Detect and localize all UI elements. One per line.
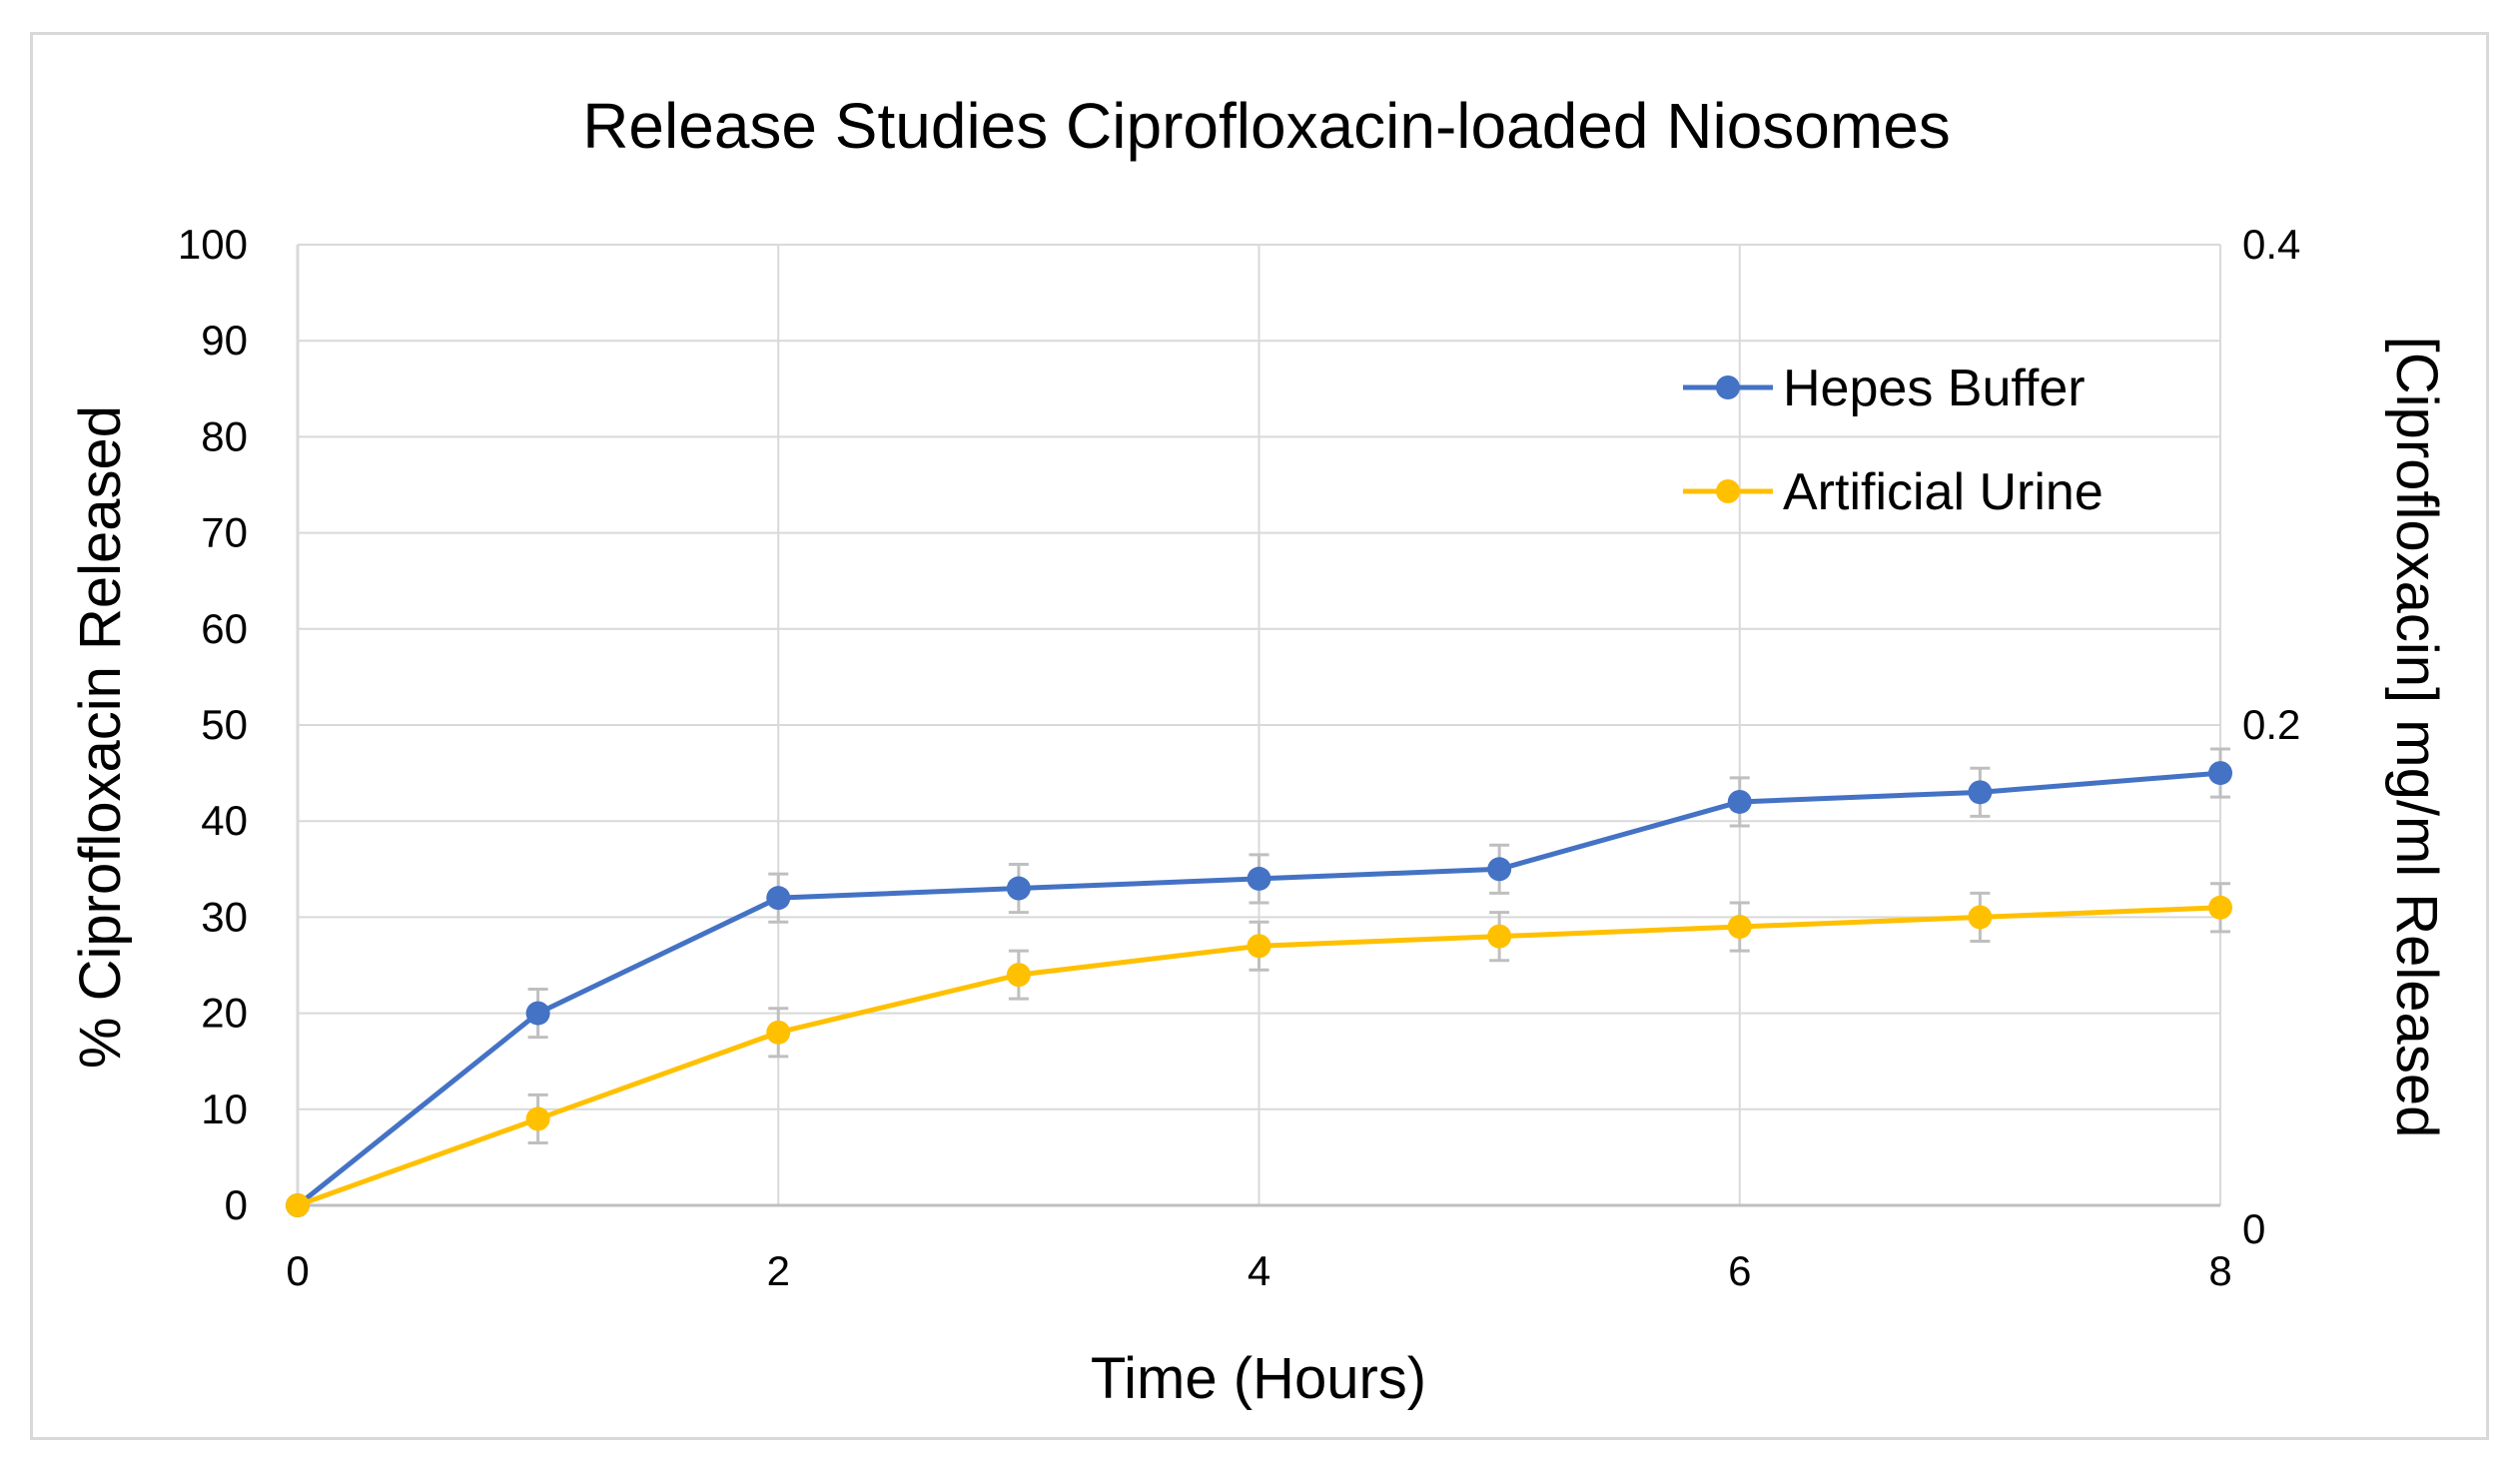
x-tick-label: 0 (286, 1247, 309, 1294)
data-point (1727, 915, 1752, 940)
x-tick-label: 4 (1248, 1247, 1270, 1294)
legend-label: Hepes Buffer (1783, 360, 2086, 417)
data-point (1006, 963, 1031, 988)
y-tick-label: 50 (201, 701, 248, 748)
y2-tick-label: 0 (2242, 1205, 2265, 1252)
legend-label: Artificial Urine (1783, 463, 2103, 521)
legend-marker (1716, 375, 1740, 399)
data-point (1487, 924, 1512, 949)
y-tick-label: 20 (201, 990, 248, 1037)
y-tick-label: 60 (201, 605, 248, 652)
y-axis-title: % Ciprofloxacin Released (68, 405, 133, 1069)
legend-marker (1716, 479, 1740, 503)
y-tick-label: 100 (178, 221, 248, 268)
data-point (1727, 789, 1752, 814)
data-point (766, 886, 791, 911)
legend: Hepes Buffer Artificial Urine (1683, 360, 2103, 521)
series-layer (286, 747, 2232, 1217)
y-tick-label: 90 (201, 317, 248, 364)
x-axis-title: Time (Hours) (1091, 1346, 1426, 1411)
x-tick-label: 6 (1728, 1247, 1751, 1294)
chart-title: Release Studies Ciprofloxacin-loaded Nio… (582, 90, 1951, 162)
data-point (525, 1106, 550, 1131)
y2-tick-label: 0.2 (2242, 701, 2300, 748)
data-point (1968, 905, 1993, 930)
gridlines (298, 244, 2221, 1205)
data-point (1487, 857, 1512, 882)
y-tick-label: 40 (201, 797, 248, 844)
series-artificial-urine (286, 882, 2232, 1217)
series-hepes-buffer (286, 747, 2232, 1217)
data-point (525, 1001, 550, 1026)
data-point (1968, 780, 1993, 805)
y-tick-label: 0 (225, 1181, 248, 1228)
y-tick-label: 10 (201, 1086, 248, 1132)
y-tick-label: 30 (201, 893, 248, 940)
data-point (1247, 934, 1271, 959)
axes (296, 245, 2220, 1207)
y2-tick-label: 0.4 (2242, 221, 2300, 268)
data-point (2208, 895, 2232, 920)
x-tick-label: 2 (767, 1247, 790, 1294)
y-tick-label: 80 (201, 412, 248, 459)
data-point (286, 1193, 310, 1217)
data-point (766, 1020, 791, 1045)
x-tick-label: 8 (2208, 1247, 2231, 1294)
legend-item: Artificial Urine (1683, 463, 2103, 521)
data-point (1247, 866, 1271, 891)
legend-item: Hepes Buffer (1683, 360, 2086, 417)
data-point (2208, 761, 2232, 786)
data-point (1006, 876, 1031, 901)
y-tick-label: 70 (201, 509, 248, 556)
y2-axis-title: [Ciprofloxacin] mg/ml Released (2384, 337, 2449, 1138)
